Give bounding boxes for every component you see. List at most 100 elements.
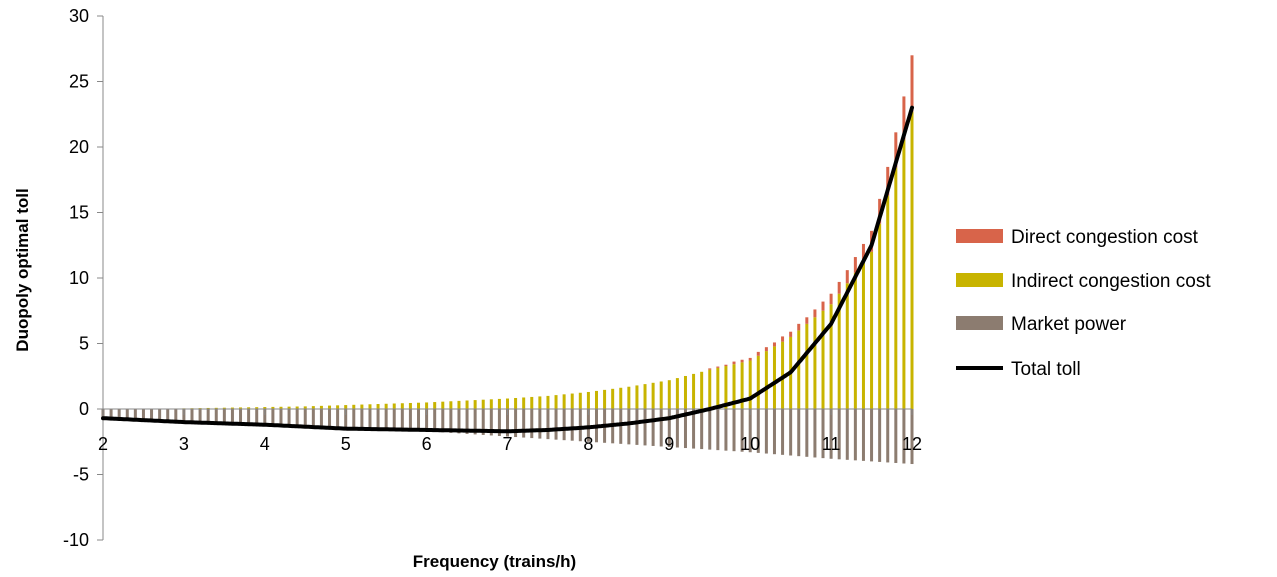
bar-indirect-congestion <box>328 405 332 409</box>
bar-market-power <box>206 409 210 422</box>
bar-market-power <box>538 409 542 439</box>
bar-indirect-congestion <box>619 387 623 409</box>
y-tick-label: 0 <box>79 399 89 419</box>
legend: Direct congestion cost Indirect congestio… <box>956 227 1211 380</box>
bar-market-power <box>239 409 243 423</box>
y-tick-label: -10 <box>63 530 89 550</box>
bar-indirect-congestion <box>861 262 865 409</box>
bar-market-power <box>489 409 493 436</box>
bar-indirect-congestion <box>611 388 615 409</box>
bar-market-power <box>311 409 315 426</box>
bar-market-power <box>125 409 129 419</box>
bar-indirect-congestion <box>716 367 720 409</box>
y-tick-label: 10 <box>69 268 89 288</box>
bar-direct-congestion <box>837 281 841 294</box>
bar-market-power <box>117 409 121 419</box>
bar-direct-congestion <box>829 293 833 305</box>
y-tick-label: 15 <box>69 203 89 223</box>
bar-indirect-congestion <box>756 355 760 409</box>
legend-swatch-1 <box>956 273 1003 287</box>
bar-indirect-congestion <box>853 272 857 409</box>
bar-market-power <box>497 409 501 436</box>
bar-market-power <box>303 409 307 426</box>
x-tick-label: 6 <box>422 434 432 454</box>
legend-label: Market power <box>1011 314 1127 335</box>
y-axis-title: Duopoly optimal toll <box>13 188 32 351</box>
bar-market-power <box>465 409 469 434</box>
bar-market-power <box>724 409 728 451</box>
bar-indirect-congestion <box>627 386 631 409</box>
bar-market-power <box>109 409 113 419</box>
bar-direct-congestion <box>805 317 809 324</box>
bar-market-power <box>295 409 299 425</box>
x-tick-label: 7 <box>502 434 512 454</box>
x-axis-title: Frequency (trains/h) <box>413 552 576 571</box>
bar-market-power <box>700 409 704 450</box>
bar-market-power <box>392 409 396 430</box>
x-tick-label: 12 <box>902 434 922 454</box>
bar-market-power <box>813 409 817 458</box>
bar-market-power <box>174 409 178 421</box>
y-axis-ticks: -10 -5 0 5 10 15 20 25 30 <box>63 6 103 550</box>
bar-market-power <box>562 409 566 441</box>
bar-market-power <box>789 409 793 456</box>
x-tick-label: 4 <box>260 434 270 454</box>
bar-market-power <box>764 409 768 454</box>
bar-indirect-congestion <box>408 402 412 409</box>
bar-indirect-congestion <box>368 404 372 409</box>
bar-market-power <box>627 409 631 445</box>
bar-indirect-congestion <box>214 407 218 409</box>
bar-indirect-congestion <box>797 330 801 409</box>
y-tick-label: 30 <box>69 6 89 26</box>
bar-indirect-congestion <box>311 406 315 409</box>
bar-market-power <box>441 409 445 433</box>
bar-indirect-congestion <box>772 346 776 409</box>
bar-indirect-congestion <box>392 403 396 409</box>
bar-indirect-congestion <box>651 382 655 409</box>
bar-indirect-congestion <box>878 223 882 409</box>
bar-indirect-congestion <box>433 402 437 409</box>
bar-market-power <box>328 409 332 427</box>
bar-market-power <box>344 409 348 428</box>
legend-label: Indirect congestion cost <box>1011 271 1211 292</box>
bar-indirect-congestion <box>562 394 566 409</box>
bar-indirect-congestion <box>643 384 647 409</box>
bar-indirect-congestion <box>449 401 453 409</box>
bar-indirect-congestion <box>263 407 267 409</box>
bar-indirect-congestion <box>255 407 259 409</box>
bar-indirect-congestion <box>271 406 275 409</box>
bar-market-power <box>481 409 485 435</box>
bar-direct-congestion <box>797 323 801 331</box>
bar-indirect-congestion <box>522 397 526 409</box>
bar-market-power <box>360 409 364 429</box>
bar-market-power <box>845 409 849 460</box>
bar-market-power <box>683 409 687 449</box>
bar-direct-congestion <box>748 357 752 361</box>
bar-market-power <box>263 409 267 424</box>
bar-market-power <box>198 409 202 422</box>
x-tick-label: 8 <box>583 434 593 454</box>
bar-indirect-congestion <box>473 400 477 409</box>
bar-market-power <box>133 409 137 420</box>
bar-indirect-congestion <box>886 195 890 409</box>
bar-market-power <box>870 409 874 462</box>
bar-market-power <box>692 409 696 449</box>
bar-market-power <box>756 409 760 453</box>
bar-indirect-congestion <box>821 310 825 409</box>
indirect-congestion-bars <box>166 111 914 409</box>
bar-market-power <box>635 409 639 445</box>
bar-market-power <box>878 409 882 462</box>
market-power-bars <box>101 409 914 465</box>
bar-market-power <box>473 409 477 435</box>
bar-indirect-congestion <box>894 167 898 409</box>
bar-indirect-congestion <box>910 111 914 409</box>
bar-indirect-congestion <box>384 403 388 409</box>
x-axis-ticks: 2 3 4 5 6 7 8 9 10 11 12 <box>98 409 922 454</box>
bar-market-power <box>732 409 736 452</box>
y-tick-label: -5 <box>73 465 89 485</box>
x-tick-label: 3 <box>179 434 189 454</box>
legend-swatch-0 <box>956 229 1003 243</box>
bar-direct-congestion <box>756 351 760 356</box>
bar-indirect-congestion <box>319 405 323 409</box>
x-tick-label: 5 <box>341 434 351 454</box>
